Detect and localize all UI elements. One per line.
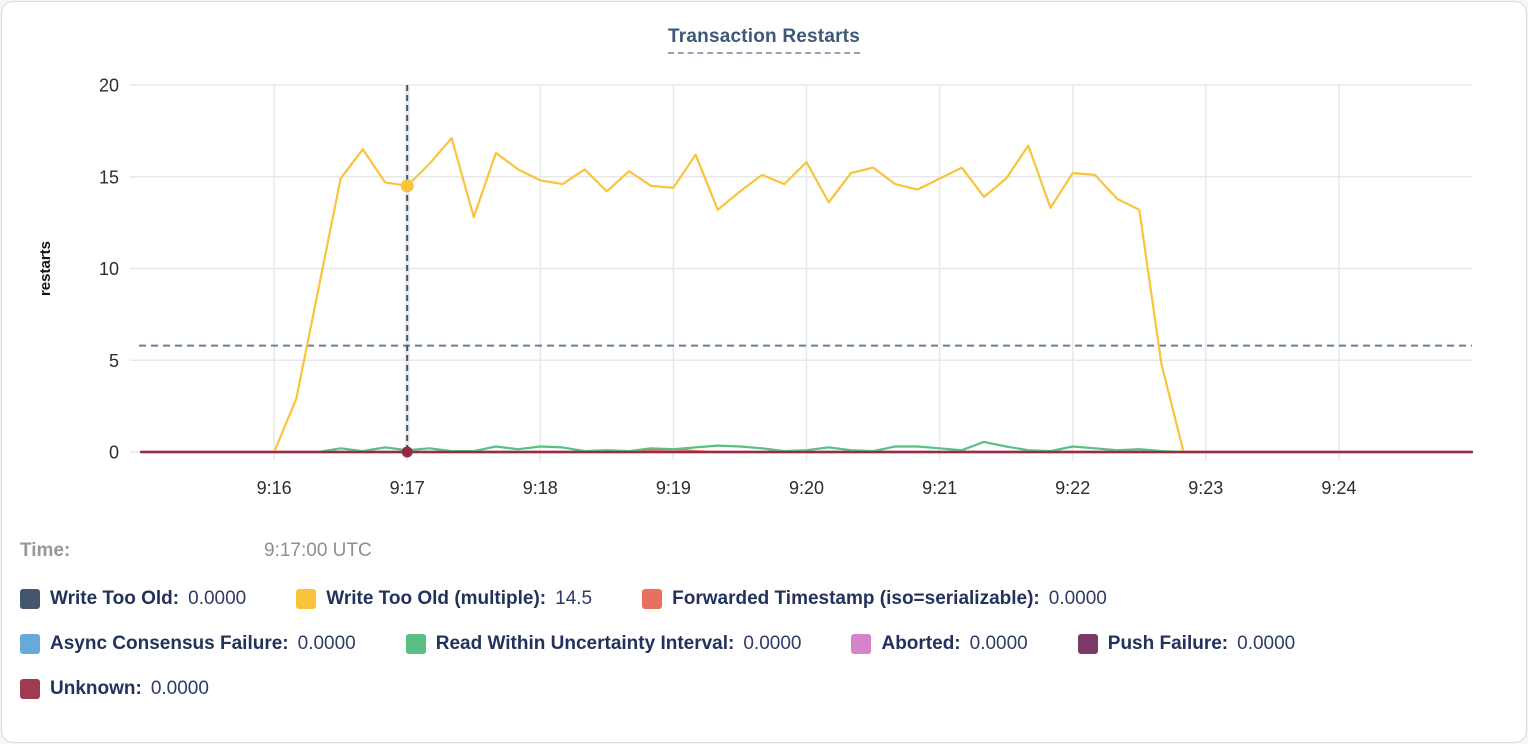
legend-value: 0.0000 — [188, 588, 247, 609]
series-write-too-old-multiple — [273, 137, 1185, 454]
legend-swatch-push-failure — [1077, 634, 1098, 654]
y-tick-label: 20 — [99, 76, 119, 96]
legend-label: Unknown: — [50, 678, 142, 699]
legend-item-write-too-old: Write Too Old: 0.0000 — [20, 588, 246, 610]
chart-title-wrap: Transaction Restarts — [2, 26, 1526, 54]
legend-item-aborted: Aborted: 0.0000 — [851, 633, 1028, 655]
legend-swatch-read-within-uncertainty-interval — [405, 634, 426, 654]
legend-label: Write Too Old: — [50, 588, 180, 609]
chart-title[interactable]: Transaction Restarts — [668, 26, 860, 54]
hover-marker-unknown — [401, 446, 413, 458]
legend-row-1: Write Too Old: 0.0000 Write Too Old (mul… — [20, 588, 1107, 610]
legend-swatch-write-too-old-multiple — [296, 589, 317, 609]
hover-time-row: Time: 9:17:00 UTC — [20, 540, 1506, 562]
legend-swatch-unknown — [20, 679, 40, 699]
legend-row-3: Unknown: 0.0000 — [20, 678, 209, 700]
legend-item-push-failure: Push Failure: 0.0000 — [1077, 633, 1296, 655]
legend-swatch-async-consensus-failure — [20, 634, 40, 654]
hover-marker-write-too-old-multiple — [400, 179, 414, 193]
legend-label: Read Within Uncertainty Interval: — [435, 633, 735, 654]
x-tick-label: 9:20 — [789, 478, 824, 498]
legend-item-write-too-old-multiple: Write Too Old (multiple): 14.5 — [296, 588, 592, 610]
x-tick-label: 9:24 — [1321, 478, 1356, 498]
x-tick-label: 9:16 — [257, 478, 292, 498]
x-tick-label: 9:21 — [922, 478, 957, 498]
legend-label: Forwarded Timestamp (iso=serializable): — [672, 588, 1040, 609]
legend-item-async-consensus-failure: Async Consensus Failure: 0.0000 — [20, 633, 356, 655]
series-read-within-uncertainty-interval — [317, 440, 1185, 454]
time-value: 9:17:00 UTC — [264, 540, 372, 561]
legend-value: 0.0000 — [297, 633, 356, 654]
legend-label: Push Failure: — [1107, 633, 1229, 654]
legend-swatch-write-too-old — [20, 589, 40, 609]
legend-value: 0.0000 — [150, 678, 209, 699]
legend-item-read-within-uncertainty-interval: Read Within Uncertainty Interval: 0.0000 — [405, 633, 802, 655]
legend-label: Async Consensus Failure: — [50, 633, 289, 654]
legend-value: 14.5 — [555, 588, 593, 609]
transaction-restarts-chart[interactable]: 0 5 10 15 20 9:16 9:17 9:18 9:19 9:20 9:21 9:22 9:23… — [2, 2, 1527, 517]
y-tick-label: 15 — [99, 167, 119, 187]
y-tick-label: 5 — [109, 351, 119, 371]
x-tick-label: 9:23 — [1188, 478, 1223, 498]
legend-label: Write Too Old (multiple): — [326, 588, 547, 609]
legend-swatch-aborted — [851, 634, 872, 654]
legend-value: 0.0000 — [743, 633, 802, 654]
legend-value: 0.0000 — [969, 633, 1028, 654]
y-tick-label: 0 — [109, 443, 119, 463]
legend-item-forwarded-timestamp: Forwarded Timestamp (iso=serializable): … — [642, 588, 1107, 610]
legend-value: 0.0000 — [1237, 633, 1296, 654]
legend-label: Aborted: — [881, 633, 961, 654]
legend-row-2: Async Consensus Failure: 0.0000 Read Wit… — [20, 633, 1295, 655]
x-tick-label: 9:18 — [523, 478, 558, 498]
legend-value: 0.0000 — [1048, 588, 1107, 609]
y-tick-label: 10 — [99, 259, 119, 279]
x-tick-label: 9:19 — [656, 478, 691, 498]
x-tick-label: 9:17 — [390, 478, 425, 498]
y-axis-unit-label: restarts — [37, 241, 54, 296]
x-tick-label: 9:22 — [1055, 478, 1090, 498]
legend-item-unknown: Unknown: 0.0000 — [20, 678, 209, 700]
legend-swatch-forwarded-timestamp — [642, 589, 663, 609]
time-label: Time: — [20, 540, 71, 561]
